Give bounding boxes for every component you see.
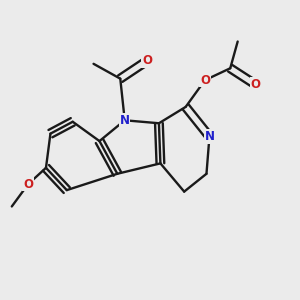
Text: O: O bbox=[250, 78, 260, 91]
Text: N: N bbox=[120, 114, 130, 127]
Text: N: N bbox=[204, 130, 214, 143]
Text: O: O bbox=[142, 54, 152, 67]
Text: O: O bbox=[200, 74, 210, 87]
Text: O: O bbox=[23, 178, 33, 191]
